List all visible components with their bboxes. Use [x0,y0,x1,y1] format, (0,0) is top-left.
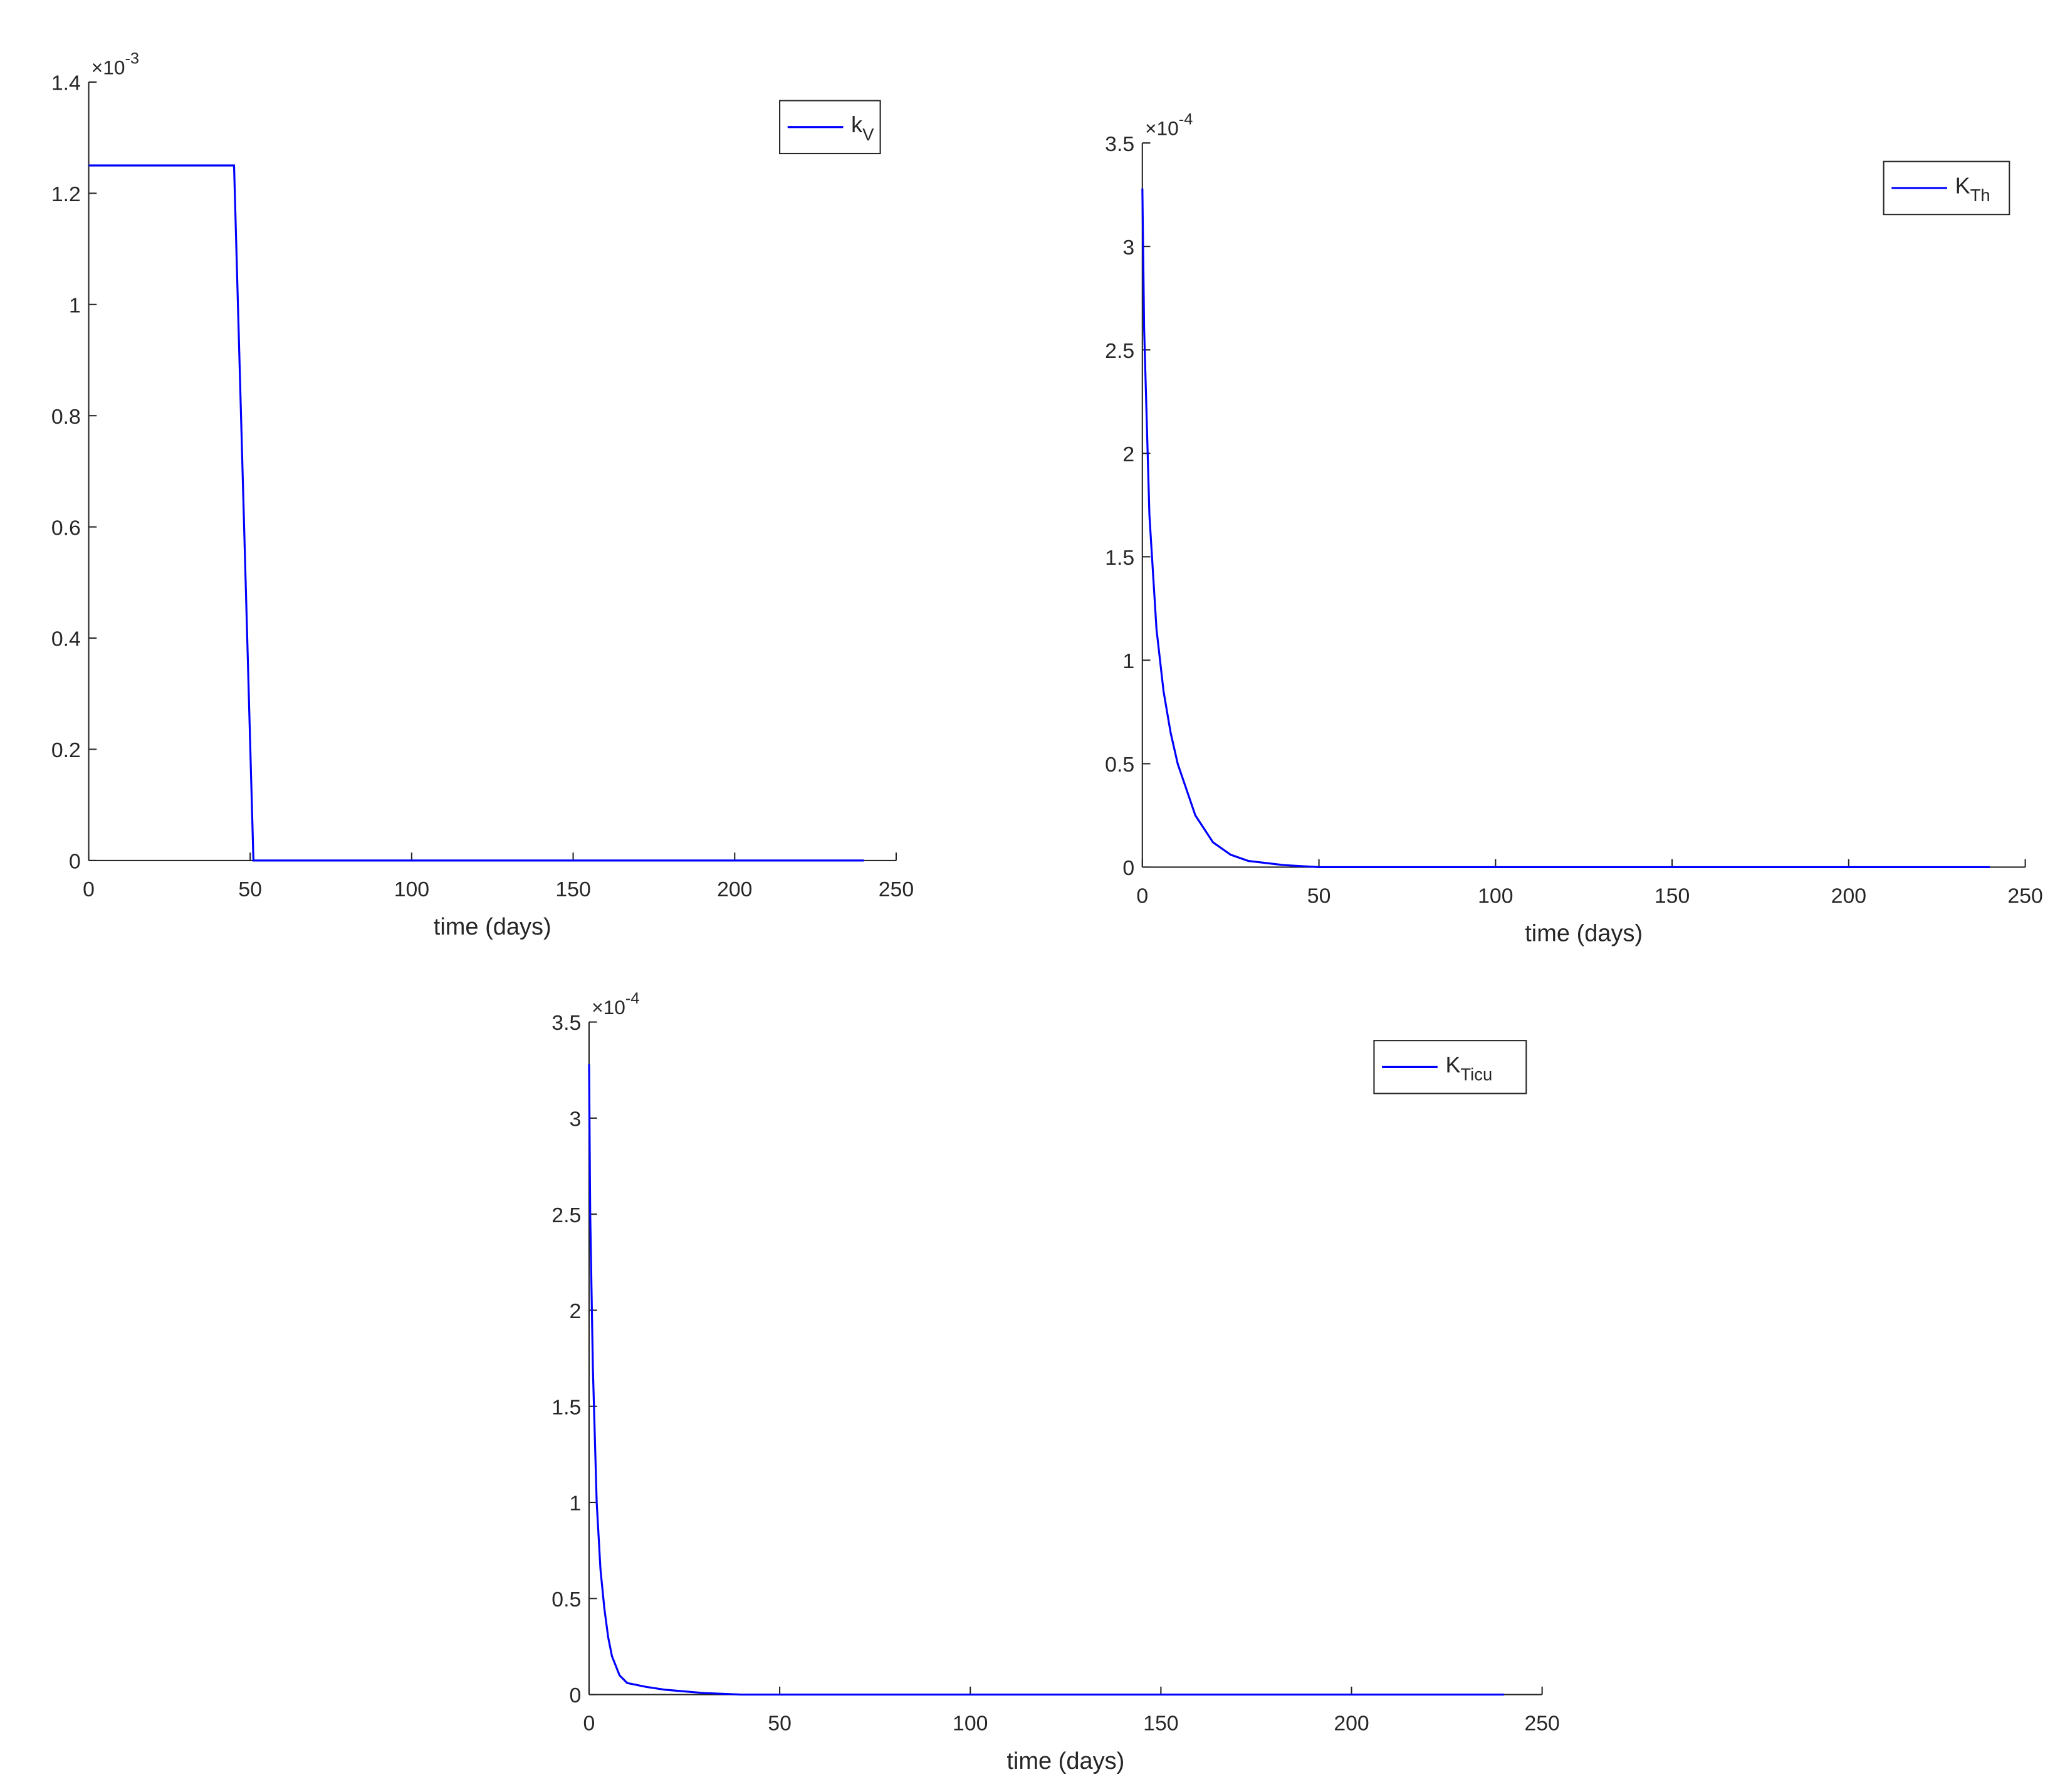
y-tick-label: 1.2 [51,182,81,206]
y-tick-label: 2.5 [1105,339,1134,363]
legend-name: k [851,112,862,137]
multiplier-exponent: -3 [125,50,139,67]
x-axis-label: time (days) [1525,921,1643,947]
legend-label: KTh [1955,173,1990,205]
multiplier-exponent: -4 [625,990,640,1007]
multiplier-base: ×10 [592,996,625,1019]
x-tick-label: 250 [879,878,914,901]
y-tick-label: 1.5 [552,1395,581,1419]
y-tick-label: 2 [1122,443,1134,466]
y-tick-label: 1 [69,293,81,317]
y-multiplier: ×10-4 [1145,111,1193,140]
x-tick-label: 100 [953,1712,988,1736]
x-tick-label: 50 [1307,884,1331,908]
legend-label: kV [851,112,874,144]
y-tick-label: 2 [569,1299,581,1323]
chart: 0 0.5 1 1.5 2 2.5 3 3.5 0 50 100 150 200 250 time (day… [1105,111,2043,947]
y-tick-label: 0.8 [51,405,81,429]
y-tick-label: 1.4 [51,71,81,95]
multiplier-exponent: -4 [1179,111,1193,128]
x-tick-label: 100 [1478,884,1513,908]
y-tick-label: 1.5 [1105,546,1134,570]
y-tick-label: 0.6 [51,516,81,540]
y-tick-label: 0 [569,1684,581,1707]
y-tick-label: 3.5 [1105,132,1134,156]
y-tick-label: 0.2 [51,738,81,762]
x-tick-label: 200 [717,878,752,901]
y-tick-label: 3 [569,1108,581,1131]
x-axis-label: time (days) [1006,1748,1124,1774]
y-tick-label: 0.5 [1105,753,1134,777]
chart: 0 0.2 0.4 0.6 0.8 1 1.2 1.4 0 50 100 150 200 250 time … [51,50,914,940]
legend-name: K [1445,1052,1460,1077]
x-tick-label: 250 [1524,1712,1559,1736]
legend-subscript: Ticu [1460,1065,1492,1084]
x-tick-label: 150 [1143,1712,1178,1736]
x-tick-label: 0 [583,1712,595,1736]
multiplier-base: ×10 [1145,117,1179,139]
y-multiplier: ×10-4 [592,990,639,1019]
x-tick-label: 100 [394,878,429,901]
y-tick-label: 3 [1122,236,1134,259]
multiplier-base: ×10 [91,56,125,78]
y-tick-label: 0 [1122,856,1134,880]
chart: 0 0.5 1 1.5 2 2.5 3 3.5 0 50 100 150 200 250 time (day… [552,990,1560,1774]
y-tick-label: 0.5 [552,1588,581,1611]
legend-label: KTicu [1445,1052,1492,1084]
x-tick-label: 150 [555,878,590,901]
legend-subscript: V [862,125,874,144]
x-tick-label: 0 [1136,884,1148,908]
x-tick-label: 50 [768,1712,792,1736]
x-tick-label: 0 [83,878,95,901]
x-axis-label: time (days) [434,914,552,940]
x-tick-label: 50 [238,878,262,901]
data-line [88,164,864,862]
data-line [588,1064,1504,1696]
y-multiplier: ×10-3 [91,50,139,78]
legend-subscript: Th [1970,186,1990,205]
x-tick-label: 250 [2007,884,2042,908]
y-tick-label: 3.5 [552,1011,581,1035]
x-tick-label: 200 [1334,1712,1369,1736]
data-line [1141,188,1990,869]
legend-name: K [1955,173,1970,198]
y-tick-label: 0 [69,850,81,874]
y-tick-label: 2.5 [552,1203,581,1227]
x-tick-label: 200 [1831,884,1866,908]
y-tick-label: 0.4 [51,627,81,651]
x-tick-label: 150 [1655,884,1690,908]
y-tick-label: 1 [569,1492,581,1516]
y-tick-label: 1 [1122,649,1134,673]
